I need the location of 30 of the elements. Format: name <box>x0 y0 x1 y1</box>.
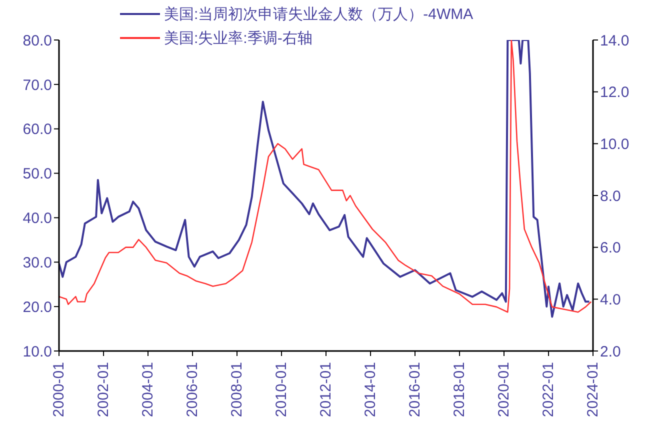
x-tick-label: 2010-01 <box>273 362 290 418</box>
y-tick-label: 10.0 <box>22 343 52 360</box>
y-tick-label: 80.0 <box>22 32 52 50</box>
x-tick-label: 2022-01 <box>540 362 558 418</box>
legend-label: 美国:当周初次申请失业金人数（万人）-4WMA <box>164 4 474 24</box>
y-tick-label: 50.0 <box>22 166 52 183</box>
x-tick-label: 2018-01 <box>451 362 468 418</box>
x-tick-label: 2014-01 <box>362 362 380 418</box>
x-tick-label: 2016-01 <box>406 362 424 418</box>
y2-tick-label: 12.0 <box>600 84 630 102</box>
x-tick-label: 2012-01 <box>318 362 334 418</box>
legend-label: 美国:失业率:季调-右轴 <box>164 28 312 48</box>
x-tick-label: 2020-01 <box>496 362 512 418</box>
y-tick-label: 40.0 <box>22 210 52 228</box>
y2-tick-label: 4.0 <box>600 291 621 308</box>
y2-tick-label: 6.0 <box>600 240 621 257</box>
y-tick-label: 60.0 <box>22 121 52 138</box>
y-tick-label: 70.0 <box>22 76 52 94</box>
y2-tick-label: 8.0 <box>600 188 621 205</box>
x-tick-label: 2024-01 <box>584 362 602 418</box>
x-tick-label: 2002-01 <box>95 362 112 418</box>
x-tick-label: 2006-01 <box>184 362 202 418</box>
x-tick-label: 2004-01 <box>140 362 156 418</box>
y-tick-label: 30.0 <box>22 254 52 272</box>
y2-tick-label: 14.0 <box>600 32 630 50</box>
y2-tick-label: 2.0 <box>600 343 621 360</box>
y-tick-label: 20.0 <box>22 298 52 316</box>
y2-tick-label: 10.0 <box>600 136 630 153</box>
x-tick-label: 2008-01 <box>228 362 246 418</box>
x-tick-label: 2000-01 <box>50 362 68 418</box>
